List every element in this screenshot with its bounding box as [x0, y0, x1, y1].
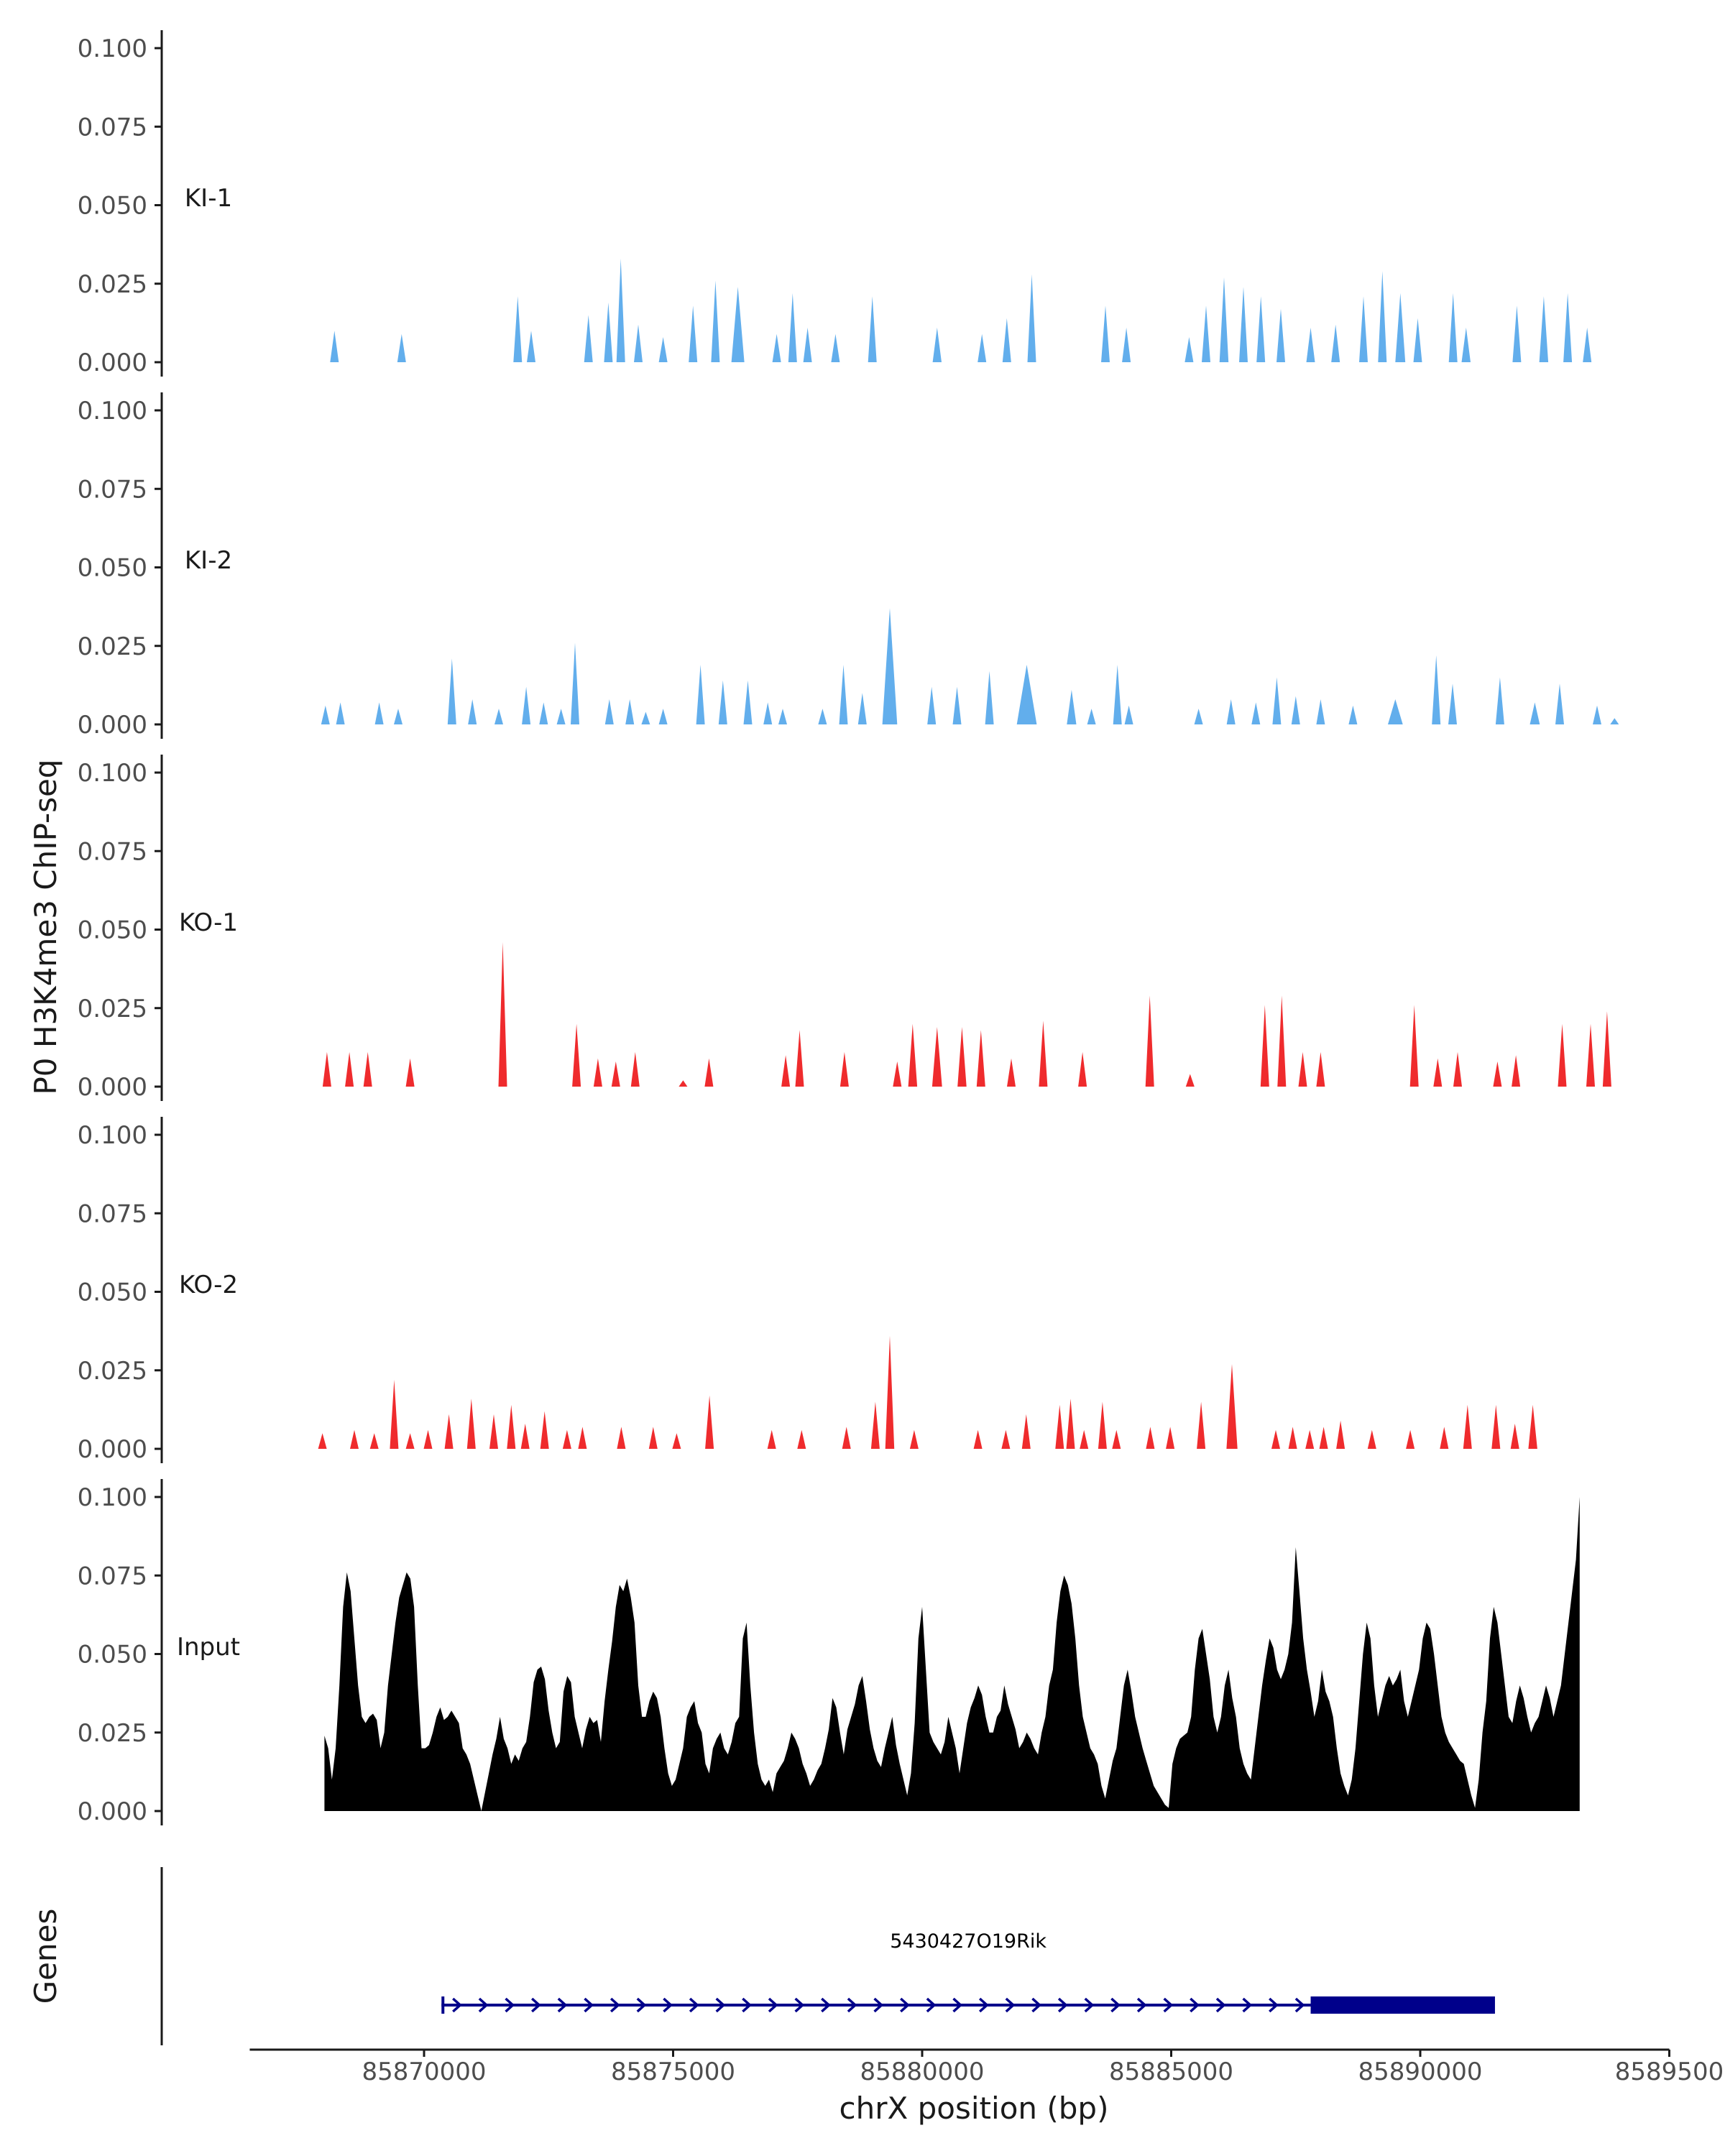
x-tick-label: 85870000: [362, 2058, 486, 2086]
signal-area-input: [324, 1497, 1580, 1811]
strand-arrow-icon: [478, 1997, 489, 2013]
strand-arrow-icon: [847, 1997, 857, 2013]
strand-arrow-icon: [926, 1997, 937, 2013]
track-input: 0.000 0.025 0.050 0.075 0.100 Input: [78, 1479, 1580, 1826]
y-tick-label: 0.075: [78, 1199, 147, 1228]
strand-arrow-icon: [742, 1997, 752, 2013]
strand-arrow-icon: [452, 1997, 462, 2013]
strand-arrow-icon: [584, 1997, 594, 2013]
y-tick-label: 0.100: [78, 1483, 147, 1512]
x-tick-label: 85880000: [860, 2058, 984, 2086]
y-tick-label: 0.050: [78, 916, 147, 945]
x-tick-label: 85875000: [611, 2058, 735, 2086]
signal-area-ki-1: [330, 258, 1592, 362]
track-ki-2: 0.000 0.025 0.050 0.075 0.100 KI-2: [78, 392, 1619, 740]
strand-arrow-icon: [663, 1997, 673, 2013]
track-label: KO-1: [179, 908, 238, 937]
y-tick-label: 0.000: [78, 1797, 147, 1826]
y-tick-label: 0.075: [78, 113, 147, 142]
strand-arrow-icon: [768, 1997, 778, 2013]
strand-arrow-icon: [978, 1997, 989, 2013]
gene-annotation-panel: 5430427O19Rik: [160, 1867, 1495, 2045]
strand-arrow-icon: [1242, 1997, 1253, 2013]
y-tick-label: 0.050: [78, 554, 147, 583]
y-tick-label: 0.100: [78, 34, 147, 63]
y-tick-label: 0.025: [78, 1357, 147, 1386]
strand-arrow-icon: [873, 1997, 884, 2013]
strand-arrow-icon: [1005, 1997, 1016, 2013]
track-label: Input: [177, 1633, 240, 1662]
strand-arrow-icon: [1057, 1997, 1068, 2013]
y-tick-label: 0.075: [78, 837, 147, 866]
strand-arrow-icon: [610, 1997, 620, 2013]
x-tick-label: 8589500: [1615, 2058, 1724, 2086]
genes-axis-title: Genes: [28, 1909, 63, 2004]
y-tick-label: 0.000: [78, 1435, 147, 1464]
strand-arrow-icon: [1084, 1997, 1095, 2013]
x-tick-label: 85885000: [1109, 2058, 1233, 2086]
track-ko-2: 0.000 0.025 0.050 0.075 0.100 KO-2: [78, 1117, 1537, 1464]
strand-arrow-icon: [1136, 1997, 1147, 2013]
strand-arrow-icon: [1294, 1997, 1305, 2013]
strand-arrow-icon: [689, 1997, 699, 2013]
track-label: KO-2: [179, 1271, 238, 1299]
y-tick-label: 0.025: [78, 632, 147, 661]
y-tick-label: 0.025: [78, 995, 147, 1023]
strand-arrow-icon: [1269, 1997, 1279, 2013]
y-tick-label: 0.000: [78, 1073, 147, 1102]
x-axis-title: chrX position (bp): [840, 2091, 1109, 2126]
y-tick-label: 0.050: [78, 1279, 147, 1307]
y-tick-label: 0.025: [78, 270, 147, 299]
strand-arrow-icon: [794, 1997, 805, 2013]
strand-arrow-icon: [1031, 1997, 1042, 2013]
y-tick-label: 0.100: [78, 397, 147, 425]
y-tick-label: 0.100: [78, 759, 147, 788]
strand-arrow-icon: [1215, 1997, 1226, 2013]
y-tick-label: 0.075: [78, 475, 147, 504]
strand-arrow-icon: [636, 1997, 647, 2013]
y-tick-label: 0.050: [78, 1641, 147, 1669]
strand-arrow-icon: [531, 1997, 541, 2013]
strand-arrow-icon: [505, 1997, 515, 2013]
gene-name-label: 5430427O19Rik: [890, 1930, 1046, 1953]
strand-arrow-icon: [1110, 1997, 1121, 2013]
gene-cds-block: [1310, 1996, 1495, 2014]
strand-arrow-icon: [715, 1997, 726, 2013]
strand-arrow-icon: [1190, 1997, 1200, 2013]
track-ki-1: 0.000 0.025 0.050 0.075 0.100 KI-1: [78, 30, 1592, 377]
y-tick-label: 0.000: [78, 349, 147, 377]
strand-arrow-icon: [1163, 1997, 1174, 2013]
y-tick-label: 0.100: [78, 1121, 147, 1150]
strand-arrow-icon: [952, 1997, 963, 2013]
strand-arrow-icon: [557, 1997, 568, 2013]
track-ko-1: 0.000 0.025 0.050 0.075 0.100 KO-1: [78, 755, 1611, 1102]
track-label: KI-1: [185, 184, 232, 213]
strand-arrow-icon: [900, 1997, 910, 2013]
x-tick-label: 85890000: [1358, 2058, 1482, 2086]
strand-arrow-icon: [821, 1997, 831, 2013]
signal-tracks: 0.0000.0250.0500.0750.100KI-10.0000.0250…: [78, 30, 1619, 1826]
y-tick-label: 0.050: [78, 192, 147, 221]
y-tick-label: 0.000: [78, 711, 147, 740]
y-axis-title: P0 H3K4me3 ChIP-seq: [28, 759, 63, 1095]
signal-area-ki-2: [321, 608, 1619, 724]
track-label: KI-2: [185, 546, 232, 575]
signal-area-ko-2: [318, 1335, 1537, 1449]
y-tick-label: 0.025: [78, 1719, 147, 1748]
x-axis: 85870000 85875000 85880000 85885000 85890000…: [249, 2048, 1724, 2086]
y-tick-label: 0.075: [78, 1562, 147, 1590]
